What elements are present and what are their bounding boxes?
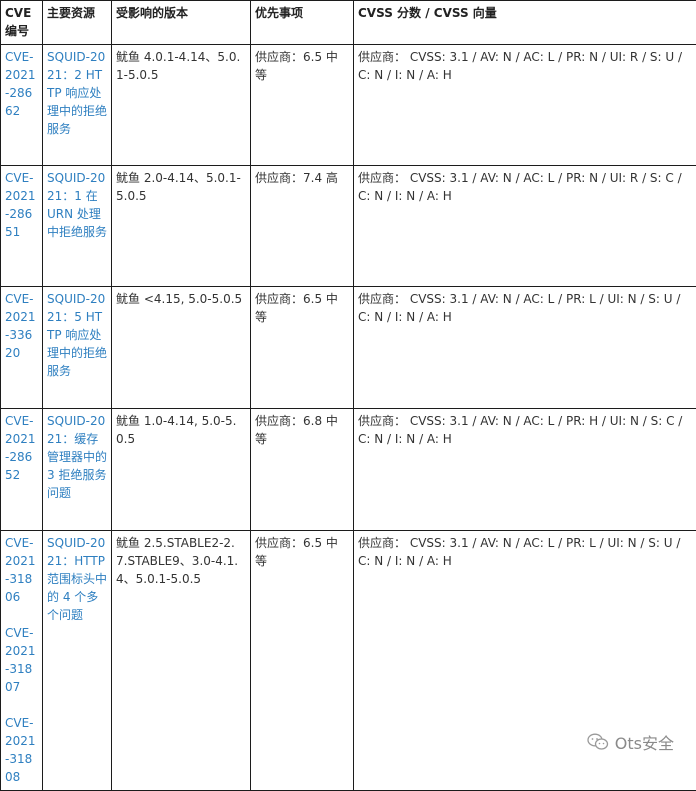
cve-link[interactable]: CVE-2021-31806 [5, 534, 38, 606]
resource-cell: SQUID-2021：2 HTTP 响应处理中的拒绝服务 [43, 45, 112, 166]
header-priority: 优先事项 [251, 1, 354, 45]
cvss-cell: 供应商： CVSS: 3.1 / AV: N / AC: L / PR: H /… [354, 409, 696, 531]
table-header-row: CVE 编号 主要资源 受影响的版本 优先事项 CVSS 分数 / CVSS 向… [1, 1, 696, 45]
cve-cell: CVE-2021-28652 [1, 409, 43, 531]
cve-cell: CVE-2021-28651 [1, 166, 43, 287]
versions-cell: 鱿鱼 2.5.STABLE2-2.7.STABLE9、3.0-4.1.4、5.0… [112, 531, 251, 791]
resource-cell: SQUID-2021：缓存管理器中的 3 拒绝服务问题 [43, 409, 112, 531]
resource-link[interactable]: SQUID-2021：HTTP 范围标头中的 4 个多个问题 [47, 536, 107, 622]
resource-cell: SQUID-2021：1 在 URN 处理中拒绝服务 [43, 166, 112, 287]
resource-cell: SQUID-2021：HTTP 范围标头中的 4 个多个问题 [43, 531, 112, 791]
cve-cell: CVE-2021-33620 [1, 287, 43, 409]
cve-link[interactable]: CVE-2021-28652 [5, 412, 38, 484]
resource-link[interactable]: SQUID-2021：2 HTTP 响应处理中的拒绝服务 [47, 50, 107, 136]
cve-link[interactable]: CVE-2021-33620 [5, 290, 38, 362]
resource-link[interactable]: SQUID-2021：1 在 URN 处理中拒绝服务 [47, 171, 107, 239]
header-main-resource: 主要资源 [43, 1, 112, 45]
cvss-cell: 供应商： CVSS: 3.1 / AV: N / AC: L / PR: N /… [354, 45, 696, 166]
resource-cell: SQUID-2021：5 HTTP 响应处理中的拒绝服务 [43, 287, 112, 409]
priority-cell: 供应商：6.5 中等 [251, 531, 354, 791]
cve-link[interactable]: CVE-2021-31807 [5, 624, 38, 696]
versions-cell: 鱿鱼 4.0.1-4.14、5.0.1-5.0.5 [112, 45, 251, 166]
resource-link[interactable]: SQUID-2021：5 HTTP 响应处理中的拒绝服务 [47, 292, 107, 378]
versions-cell: 鱿鱼 2.0-4.14、5.0.1-5.0.5 [112, 166, 251, 287]
priority-cell: 供应商：7.4 高 [251, 166, 354, 287]
cvss-cell: 供应商： CVSS: 3.1 / AV: N / AC: L / PR: L /… [354, 287, 696, 409]
table-row: CVE-2021-28651 SQUID-2021：1 在 URN 处理中拒绝服… [1, 166, 696, 287]
priority-cell: 供应商：6.5 中等 [251, 287, 354, 409]
versions-cell: 鱿鱼 <4.15, 5.0-5.0.5 [112, 287, 251, 409]
watermark-text: Ots安全 [615, 730, 674, 754]
header-affected-versions: 受影响的版本 [112, 1, 251, 45]
cve-cell: CVE-2021-31806 CVE-2021-31807 CVE-2021-3… [1, 531, 43, 791]
cve-link[interactable]: CVE-2021-31808 [5, 714, 38, 786]
watermark: Ots安全 [587, 730, 674, 754]
table-row: CVE-2021-28662 SQUID-2021：2 HTTP 响应处理中的拒… [1, 45, 696, 166]
table-row: CVE-2021-33620 SQUID-2021：5 HTTP 响应处理中的拒… [1, 287, 696, 409]
wechat-icon [587, 733, 609, 751]
versions-cell: 鱿鱼 1.0-4.14, 5.0-5.0.5 [112, 409, 251, 531]
cve-link[interactable]: CVE-2021-28662 [5, 48, 38, 120]
cve-cell: CVE-2021-28662 [1, 45, 43, 166]
cve-link[interactable]: CVE-2021-28651 [5, 169, 38, 241]
header-cve-id: CVE 编号 [1, 1, 43, 45]
header-cvss: CVSS 分数 / CVSS 向量 [354, 1, 696, 45]
resource-link[interactable]: SQUID-2021：缓存管理器中的 3 拒绝服务问题 [47, 414, 107, 500]
cvss-cell: 供应商： CVSS: 3.1 / AV: N / AC: L / PR: N /… [354, 166, 696, 287]
table-row: CVE-2021-28652 SQUID-2021：缓存管理器中的 3 拒绝服务… [1, 409, 696, 531]
priority-cell: 供应商：6.5 中等 [251, 45, 354, 166]
priority-cell: 供应商：6.8 中等 [251, 409, 354, 531]
